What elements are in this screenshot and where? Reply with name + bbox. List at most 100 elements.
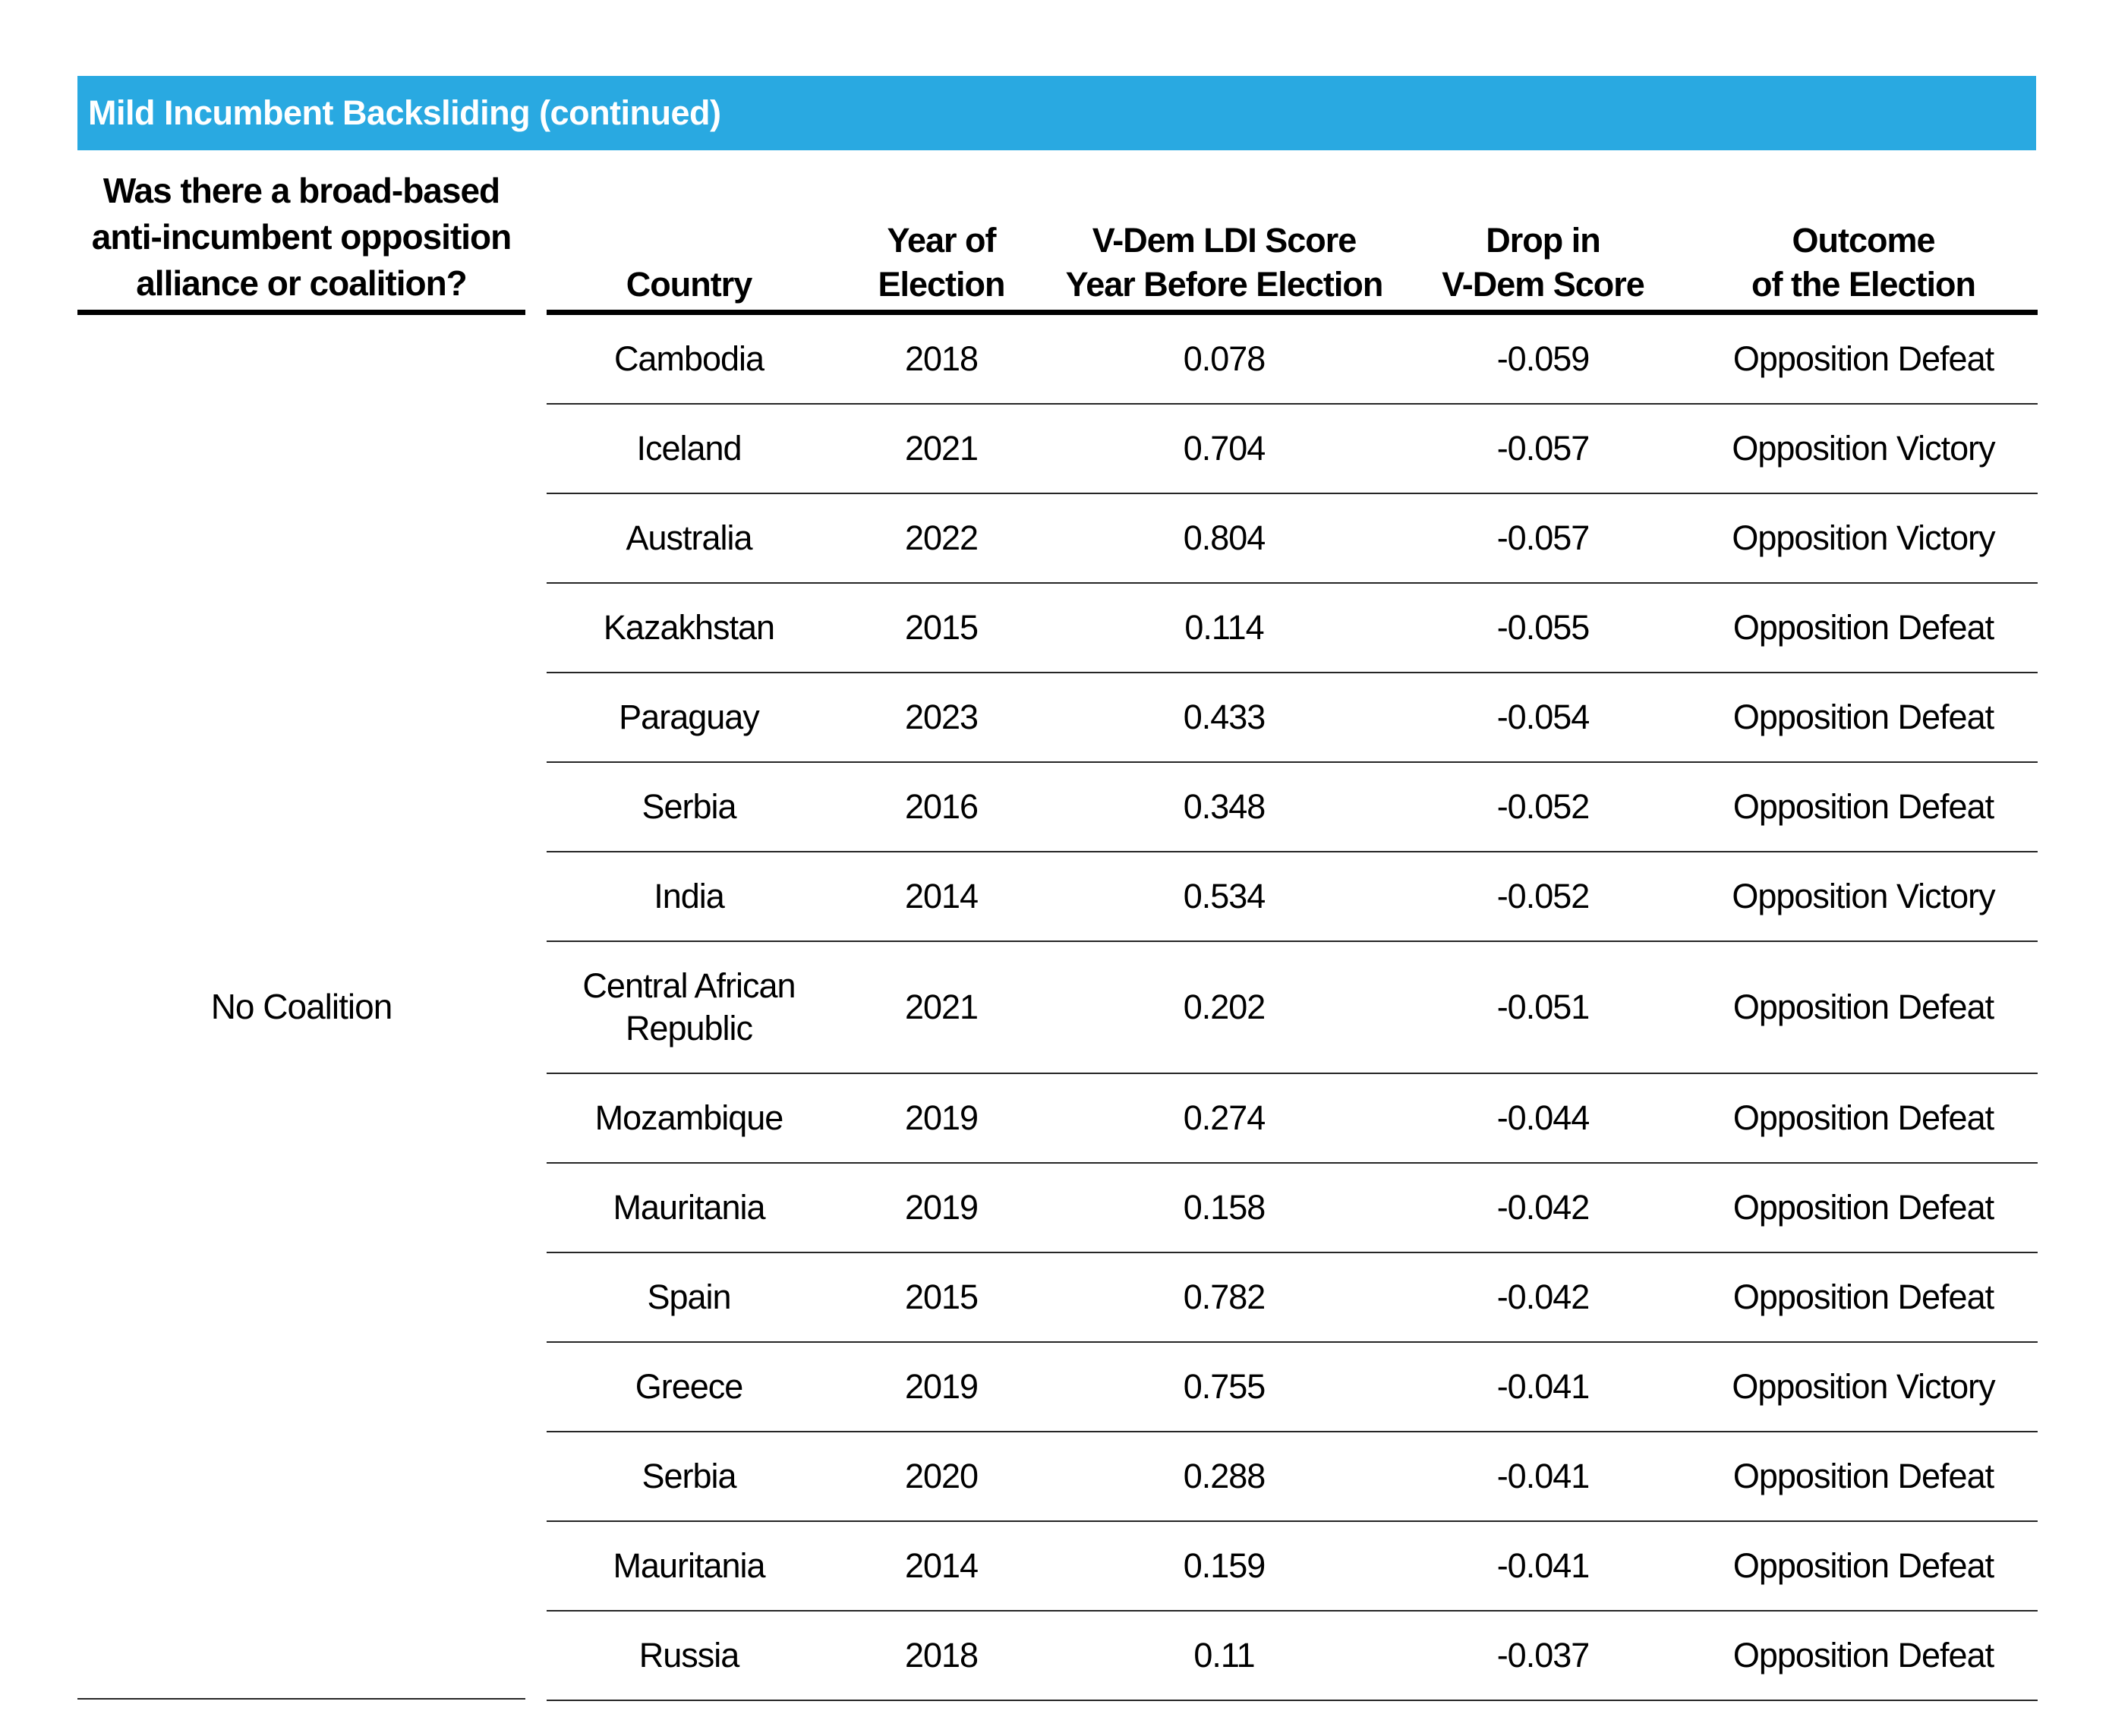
cell-ldi-score: 0.274	[1183, 1098, 1266, 1137]
cell-outcome: Opposition Victory	[1732, 877, 1995, 915]
cell-country: Mauritania	[613, 1188, 765, 1227]
cell-drop: -0.052	[1496, 787, 1590, 826]
coalition-column: Was there a broad-based anti-incumbent o…	[77, 150, 525, 1703]
table-row: Australia 2022 0.804 -0.057 Opposition V…	[547, 494, 2038, 584]
cell-drop: -0.052	[1496, 877, 1590, 915]
cell-drop: -0.044	[1496, 1098, 1590, 1137]
cell-outcome: Opposition Defeat	[1732, 1278, 1994, 1316]
coalition-column-header: Was there a broad-based anti-incumbent o…	[77, 150, 525, 315]
cell-ldi-score: 0.288	[1183, 1457, 1266, 1495]
cell-drop: -0.057	[1496, 429, 1590, 468]
cell-year: 2020	[904, 1457, 979, 1495]
cell-country: Paraguay	[619, 698, 760, 736]
cell-drop: -0.041	[1496, 1457, 1590, 1495]
cell-country: Iceland	[636, 429, 742, 468]
cell-year: 2015	[904, 608, 979, 647]
cell-year: 2019	[904, 1188, 979, 1227]
cell-ldi-score: 0.158	[1183, 1188, 1266, 1227]
cell-outcome: Opposition Defeat	[1732, 608, 1994, 647]
cell-year: 2014	[904, 877, 979, 915]
table-header-row: Country Year of Election V-Dem LDI Score…	[547, 150, 2038, 315]
cell-year: 2023	[904, 698, 979, 736]
table-row: Mauritania 2014 0.159 -0.041 Opposition …	[547, 1522, 2038, 1612]
cell-outcome: Opposition Victory	[1732, 518, 1995, 557]
section-title-bar: Mild Incumbent Backsliding (continued)	[77, 76, 2036, 150]
cell-country: Spain	[647, 1278, 731, 1316]
cell-ldi-score: 0.534	[1183, 877, 1266, 915]
cell-outcome: Opposition Defeat	[1732, 1546, 1994, 1585]
cell-year: 2019	[904, 1098, 979, 1137]
coalition-value: No Coalition	[210, 987, 393, 1026]
cell-year: 2014	[904, 1546, 979, 1585]
cell-ldi-score: 0.159	[1183, 1546, 1266, 1585]
cell-drop: -0.037	[1496, 1636, 1590, 1675]
cell-ldi-score: 0.755	[1183, 1367, 1266, 1406]
cell-outcome: Opposition Defeat	[1732, 1636, 1994, 1675]
table-row: Greece 2019 0.755 -0.041 Opposition Vict…	[547, 1343, 2038, 1432]
section-title: Mild Incumbent Backsliding (continued)	[88, 93, 721, 132]
table-row: Iceland 2021 0.704 -0.057 Opposition Vic…	[547, 405, 2038, 494]
table-body: Cambodia 2018 0.078 -0.059 Opposition De…	[547, 315, 2038, 1701]
cell-country: Russia	[638, 1636, 740, 1675]
cell-year: 2015	[904, 1278, 979, 1316]
cell-country: Cambodia	[613, 339, 764, 378]
cell-ldi-score: 0.782	[1183, 1278, 1266, 1316]
cell-ldi-score: 0.704	[1183, 429, 1266, 468]
cell-country: Central African Republic	[582, 966, 796, 1048]
cell-year: 2019	[904, 1367, 979, 1406]
table-row: Mozambique 2019 0.274 -0.044 Opposition …	[547, 1074, 2038, 1164]
cell-ldi-score: 0.11	[1193, 1636, 1255, 1675]
cell-country: Mozambique	[594, 1098, 784, 1137]
cell-ldi-score: 0.114	[1184, 608, 1264, 647]
table-row: Russia 2018 0.11 -0.037 Opposition Defea…	[547, 1612, 2038, 1701]
cell-drop: -0.054	[1496, 698, 1590, 736]
cell-country: Greece	[635, 1367, 744, 1406]
cell-country: Serbia	[642, 1457, 736, 1495]
table-row: Serbia 2016 0.348 -0.052 Opposition Defe…	[547, 763, 2038, 852]
table-row: Central African Republic 2021 0.202 -0.0…	[547, 942, 2038, 1074]
cell-drop: -0.041	[1496, 1367, 1590, 1406]
table-row: Serbia 2020 0.288 -0.041 Opposition Defe…	[547, 1432, 2038, 1522]
table-row: Mauritania 2019 0.158 -0.042 Opposition …	[547, 1164, 2038, 1253]
elections-table: Country Year of Election V-Dem LDI Score…	[547, 150, 2038, 1701]
cell-outcome: Opposition Defeat	[1732, 1457, 1994, 1495]
cell-drop: -0.059	[1496, 339, 1590, 378]
cell-drop: -0.057	[1496, 518, 1590, 557]
cell-drop: -0.042	[1496, 1188, 1590, 1227]
cell-drop: -0.041	[1496, 1546, 1590, 1585]
cell-year: 2021	[904, 429, 979, 468]
table-row: Cambodia 2018 0.078 -0.059 Opposition De…	[547, 315, 2038, 405]
cell-year: 2021	[904, 988, 979, 1026]
cell-year: 2016	[904, 787, 979, 826]
cell-ldi-score: 0.433	[1183, 698, 1266, 736]
cell-drop: -0.042	[1496, 1278, 1590, 1316]
cell-country: Kazakhstan	[603, 608, 775, 647]
cell-drop: -0.051	[1496, 988, 1590, 1026]
table-row: Kazakhstan 2015 0.114 -0.055 Opposition …	[547, 584, 2038, 673]
cell-country: Australia	[626, 518, 752, 557]
header-country: Country	[626, 265, 753, 304]
table-row: Paraguay 2023 0.433 -0.054 Opposition De…	[547, 673, 2038, 763]
header-outcome: Outcome of the Election	[1751, 221, 1976, 304]
header-year: Year of Election	[878, 221, 1005, 304]
table-row: India 2014 0.534 -0.052 Opposition Victo…	[547, 852, 2038, 942]
cell-ldi-score: 0.078	[1183, 339, 1266, 378]
header-ldi-score: V-Dem LDI Score Year Before Election	[1065, 221, 1384, 304]
cell-country: Serbia	[642, 787, 736, 826]
cell-outcome: Opposition Defeat	[1732, 339, 1994, 378]
cell-country: India	[654, 877, 725, 915]
header-drop: Drop in V-Dem Score	[1442, 221, 1645, 304]
table-row: Spain 2015 0.782 -0.042 Opposition Defea…	[547, 1253, 2038, 1343]
cell-outcome: Opposition Defeat	[1732, 698, 1994, 736]
cell-year: 2018	[904, 1636, 979, 1675]
cell-ldi-score: 0.348	[1183, 787, 1266, 826]
cell-outcome: Opposition Defeat	[1732, 988, 1994, 1026]
cell-country: Mauritania	[613, 1546, 765, 1585]
cell-outcome: Opposition Defeat	[1732, 1188, 1994, 1227]
cell-outcome: Opposition Defeat	[1732, 1098, 1994, 1137]
cell-ldi-score: 0.804	[1183, 518, 1266, 557]
cell-outcome: Opposition Victory	[1732, 429, 1995, 468]
cell-outcome: Opposition Victory	[1732, 1367, 1995, 1406]
cell-year: 2022	[904, 518, 979, 557]
